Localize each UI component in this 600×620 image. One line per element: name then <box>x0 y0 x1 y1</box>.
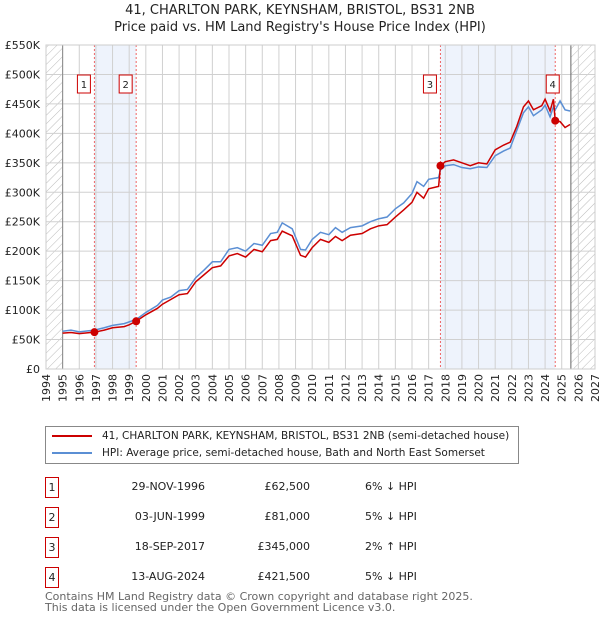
marker-badge: 4 <box>45 567 59 588</box>
sale-point <box>436 161 445 170</box>
price: £81,000 <box>264 510 311 523</box>
sale-label-box <box>422 74 437 94</box>
sale-label: 4 <box>550 80 556 91</box>
x-tick-label: 2010 <box>306 374 319 402</box>
x-tick-label: 2012 <box>339 374 352 402</box>
y-tick-label: £450K <box>5 98 41 111</box>
sale-label: 3 <box>427 80 433 91</box>
x-tick-label: 2015 <box>389 374 402 402</box>
x-tick-label: 2004 <box>206 374 219 402</box>
x-tick-label: 2022 <box>506 374 519 402</box>
sale-point <box>551 116 560 125</box>
x-tick-label: 1994 <box>40 374 53 402</box>
shaded-period <box>94 45 137 369</box>
x-tick-label: 2021 <box>489 374 502 402</box>
price: £421,500 <box>257 570 311 583</box>
y-tick-label: £200K <box>5 245 41 258</box>
x-tick-label: 2027 <box>589 374 600 402</box>
x-tick-label: 1998 <box>107 374 120 402</box>
hpi-diff: 2% ↑ HPI <box>365 540 417 553</box>
transaction-row: 1 29-NOV-1996 £62,500 6% ↓ HPI <box>45 477 445 498</box>
sale-label-box <box>118 74 133 94</box>
y-tick-label: £550K <box>5 39 41 52</box>
sale-label-box <box>76 74 91 94</box>
x-tick-label: 2003 <box>190 374 203 402</box>
plot-frame <box>45 44 596 370</box>
legend-swatch-blue <box>52 452 92 454</box>
x-tick-label: 2009 <box>290 374 303 402</box>
y-tick-label: £500K <box>5 68 41 81</box>
transaction-row: 2 03-JUN-1999 £81,000 5% ↓ HPI <box>45 507 445 528</box>
sale-point <box>132 317 141 326</box>
x-tick-label: 2008 <box>273 374 286 402</box>
y-tick-label: £100K <box>5 304 41 317</box>
marker-badge: 1 <box>45 477 59 498</box>
y-tick-label: £400K <box>5 127 41 140</box>
x-tick-label: 2024 <box>539 374 552 402</box>
hpi-diff: 5% ↓ HPI <box>365 570 417 583</box>
attribution: Contains HM Land Registry data © Crown c… <box>45 591 473 613</box>
x-tick-label: 2013 <box>356 374 369 402</box>
price: £62,500 <box>264 480 311 493</box>
marker-badge: 2 <box>45 507 59 528</box>
x-tick-label: 1995 <box>57 374 70 402</box>
x-tick-label: 2017 <box>423 374 436 402</box>
sale-point <box>90 328 99 337</box>
date: 13-AUG-2024 <box>131 570 205 583</box>
chart-title: 41, CHARLTON PARK, KEYNSHAM, BRISTOL, BS… <box>125 3 475 18</box>
hpi-diff: 6% ↓ HPI <box>365 480 417 493</box>
legend: 41, CHARLTON PARK, KEYNSHAM, BRISTOL, BS… <box>45 426 519 464</box>
date: 03-JUN-1999 <box>134 510 205 523</box>
legend-item-property: 41, CHARLTON PARK, KEYNSHAM, BRISTOL, BS… <box>52 430 509 442</box>
x-tick-label: 2016 <box>406 374 419 402</box>
x-tick-label: 2005 <box>223 374 236 402</box>
x-tick-label: 2006 <box>240 374 253 402</box>
legend-swatch-red <box>52 435 92 437</box>
sale-label: 2 <box>122 80 128 91</box>
x-tick-label: 1997 <box>90 374 103 402</box>
x-tick-label: 2025 <box>556 374 569 402</box>
x-tick-label: 2026 <box>572 374 585 402</box>
legend-label: 41, CHARLTON PARK, KEYNSHAM, BRISTOL, BS… <box>102 430 510 442</box>
y-tick-label: £50K <box>12 334 41 347</box>
transaction-row: 3 18-SEP-2017 £345,000 2% ↑ HPI <box>45 537 445 558</box>
x-tick-label: 1999 <box>123 374 136 402</box>
marker-badge: 3 <box>45 537 59 558</box>
shaded-period <box>440 45 556 369</box>
date: 29-NOV-1996 <box>131 480 205 493</box>
x-tick-label: 2023 <box>522 374 535 402</box>
x-tick-label: 1996 <box>73 374 86 402</box>
x-tick-label: 2002 <box>173 374 186 402</box>
no-data-hatch <box>570 45 595 369</box>
hpi-line <box>62 99 571 333</box>
x-tick-label: 2020 <box>473 374 486 402</box>
transaction-row: 4 13-AUG-2024 £421,500 5% ↓ HPI <box>45 567 445 588</box>
y-tick-label: £150K <box>5 275 41 288</box>
footer-line: Contains HM Land Registry data © Crown c… <box>45 590 473 603</box>
sale-label-box <box>545 74 560 94</box>
x-tick-label: 2019 <box>456 374 469 402</box>
y-tick-label: £250K <box>5 216 41 229</box>
x-tick-label: 2000 <box>140 374 153 402</box>
date: 18-SEP-2017 <box>134 540 205 553</box>
price-chart: 1994 1995 1996 1997 1998 1999 2000 2001 2002 2003… <box>5 39 600 402</box>
legend-label: HPI: Average price, semi-detached house,… <box>102 447 485 459</box>
y-tick-label: £300K <box>5 186 41 199</box>
y-tick-label: £350K <box>5 157 41 170</box>
y-tick-label: £0 <box>26 363 40 376</box>
property-price-line <box>62 97 571 335</box>
hpi-diff: 5% ↓ HPI <box>365 510 417 523</box>
sale-label: 1 <box>81 80 87 91</box>
no-data-hatch <box>46 45 63 369</box>
legend-item-hpi: HPI: Average price, semi-detached house,… <box>52 447 485 459</box>
price: £345,000 <box>257 540 311 553</box>
footer-line: This data is licensed under the Open Gov… <box>45 601 396 614</box>
x-tick-label: 2014 <box>373 374 386 402</box>
x-tick-label: 2001 <box>156 374 169 402</box>
x-tick-label: 2018 <box>439 374 452 402</box>
chart-subtitle: Price paid vs. HM Land Registry's House … <box>114 20 486 35</box>
x-tick-label: 2007 <box>256 374 269 402</box>
x-tick-label: 2011 <box>323 374 336 402</box>
